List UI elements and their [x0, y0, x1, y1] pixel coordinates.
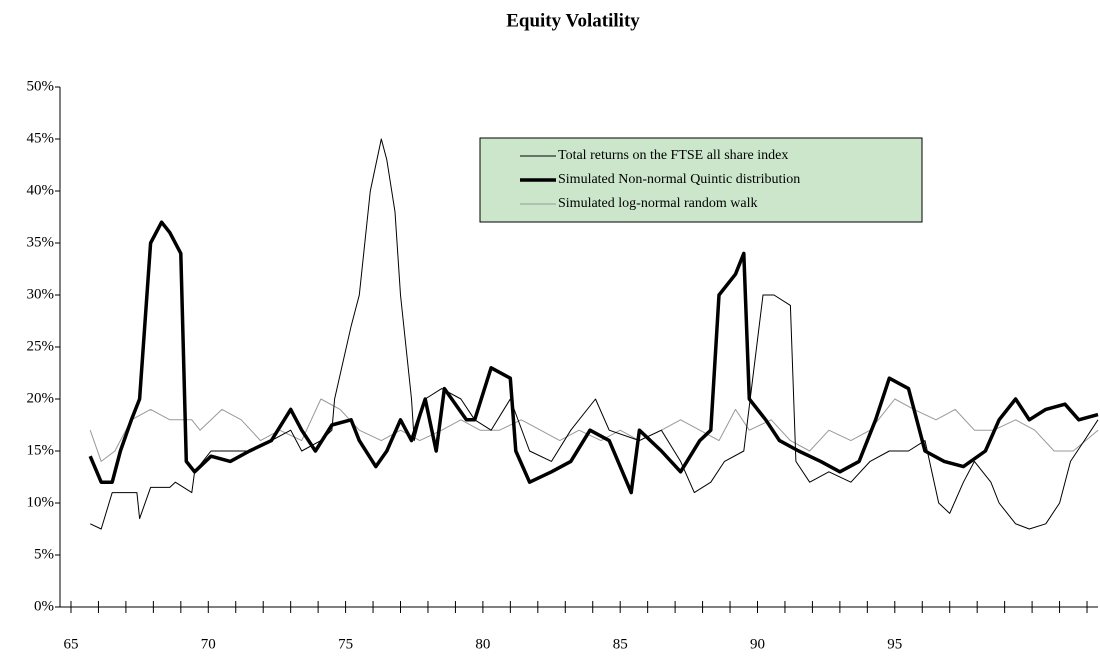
y-tick-label: 0%	[34, 598, 54, 614]
y-tick-label: 10%	[27, 494, 55, 510]
x-tick-label: 95	[887, 636, 902, 652]
x-tick-label: 90	[750, 636, 765, 652]
legend: Total returns on the FTSE all share inde…	[479, 137, 923, 223]
x-tick-label: 85	[613, 636, 628, 652]
y-tick-label: 25%	[27, 338, 55, 354]
legend-label: Simulated Non-normal Quintic distributio…	[558, 172, 800, 187]
y-tick-label: 30%	[27, 286, 55, 302]
y-tick-label: 20%	[27, 390, 55, 406]
y-tick-label: 35%	[27, 234, 55, 250]
x-tick-label: 65	[63, 636, 78, 652]
y-tick-label: 15%	[27, 442, 55, 458]
y-tick-label: 50%	[27, 78, 55, 94]
series-line	[88, 220, 1099, 495]
legend-label: Simulated log-normal random walk	[558, 196, 757, 211]
y-tick-label: 5%	[34, 546, 54, 562]
legend-label: Total returns on the FTSE all share inde…	[558, 148, 788, 163]
x-tick-label: 70	[201, 636, 216, 652]
y-tick-label: 40%	[27, 182, 55, 198]
x-tick-label: 80	[475, 636, 490, 652]
y-tick-label: 45%	[27, 130, 55, 146]
x-tick-label: 75	[338, 636, 353, 652]
chart-title: Equity Volatility	[506, 10, 640, 31]
series-line	[89, 398, 1099, 462]
